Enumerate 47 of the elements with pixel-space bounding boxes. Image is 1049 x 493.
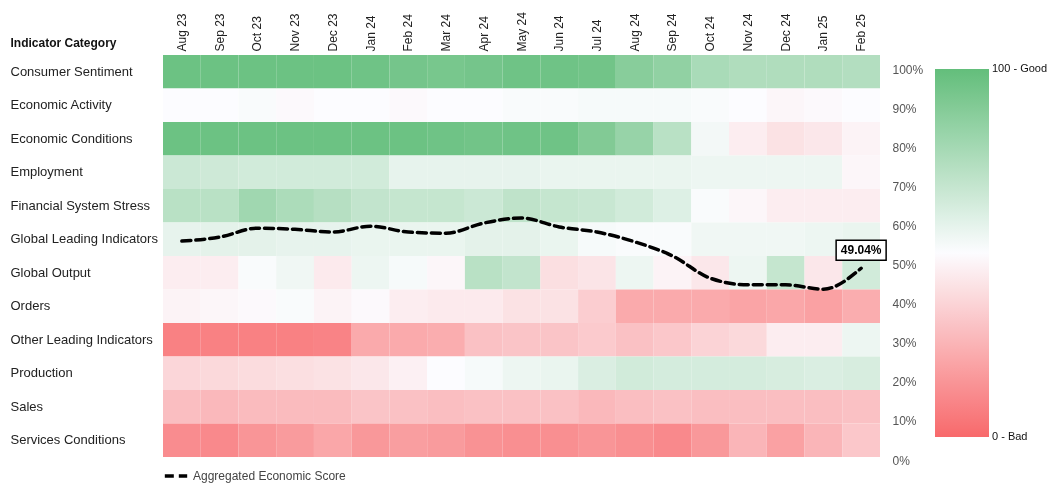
x-tick-label: Jul 24 (589, 19, 604, 52)
y-tick-label: Global Output (10, 264, 92, 280)
y2-tick-label: 70% (892, 179, 917, 194)
color-bar-label: 100 - Good (992, 62, 1048, 74)
data-label: 49.04% (840, 243, 882, 258)
x-tick-label: Jan 24 (363, 15, 378, 52)
color-bar-label: 0 - Bad (992, 430, 1028, 442)
y-tick-label: Economic Conditions (10, 130, 134, 146)
x-tick-label: Aug 23 (174, 13, 189, 52)
y-tick-label: Other Leading Indicators (10, 331, 154, 347)
y2-tick-label: 60% (892, 218, 917, 233)
y2-tick-label: 10% (892, 414, 917, 429)
legend-label: Aggregated Economic Score (193, 469, 347, 483)
y-tick-label: Orders (10, 298, 51, 314)
y2-tick-label: 90% (892, 101, 917, 116)
x-tick-label: Feb 24 (401, 13, 416, 52)
x-tick-label: Nov 24 (740, 13, 755, 52)
x-tick-label: May 24 (514, 11, 529, 52)
x-tick-label: Jan 25 (816, 15, 831, 52)
x-tick-label: Dec 23 (325, 13, 340, 52)
x-tick-label: Nov 23 (288, 13, 303, 52)
x-tick-label: Sep 24 (665, 13, 680, 52)
y-tick-label: Employment (10, 164, 84, 180)
y2-tick-label: 0% (892, 453, 911, 468)
y-tick-label: Sales (10, 398, 44, 414)
x-tick-label: Oct 24 (703, 15, 718, 52)
y2-tick-label: 80% (892, 140, 917, 155)
y-tick-label: Consumer Sentiment (10, 63, 133, 79)
y2-tick-label: 100% (892, 62, 924, 77)
y-axis-title: Indicator Category (10, 35, 117, 50)
y2-tick-label: 30% (892, 336, 917, 351)
y2-tick-label: 40% (892, 297, 917, 312)
x-tick-label: Dec 24 (778, 13, 793, 52)
x-tick-label: Sep 23 (212, 13, 227, 52)
x-tick-label: Jun 24 (552, 15, 567, 52)
y-tick-label: Economic Activity (10, 97, 113, 113)
y-tick-label: Global Leading Indicators (10, 231, 159, 247)
y-tick-label: Services Conditions (10, 432, 126, 448)
y2-tick-label: 20% (892, 375, 917, 390)
x-tick-label: Mar 24 (439, 13, 454, 52)
y-tick-label: Financial System Stress (10, 197, 151, 213)
x-tick-label: Aug 24 (627, 13, 642, 52)
y2-tick-label: 50% (892, 258, 917, 272)
x-tick-label: Oct 23 (250, 15, 265, 52)
y-tick-label: Production (10, 365, 73, 381)
x-tick-label: Feb 25 (854, 13, 869, 52)
x-tick-label: Apr 24 (476, 15, 491, 52)
